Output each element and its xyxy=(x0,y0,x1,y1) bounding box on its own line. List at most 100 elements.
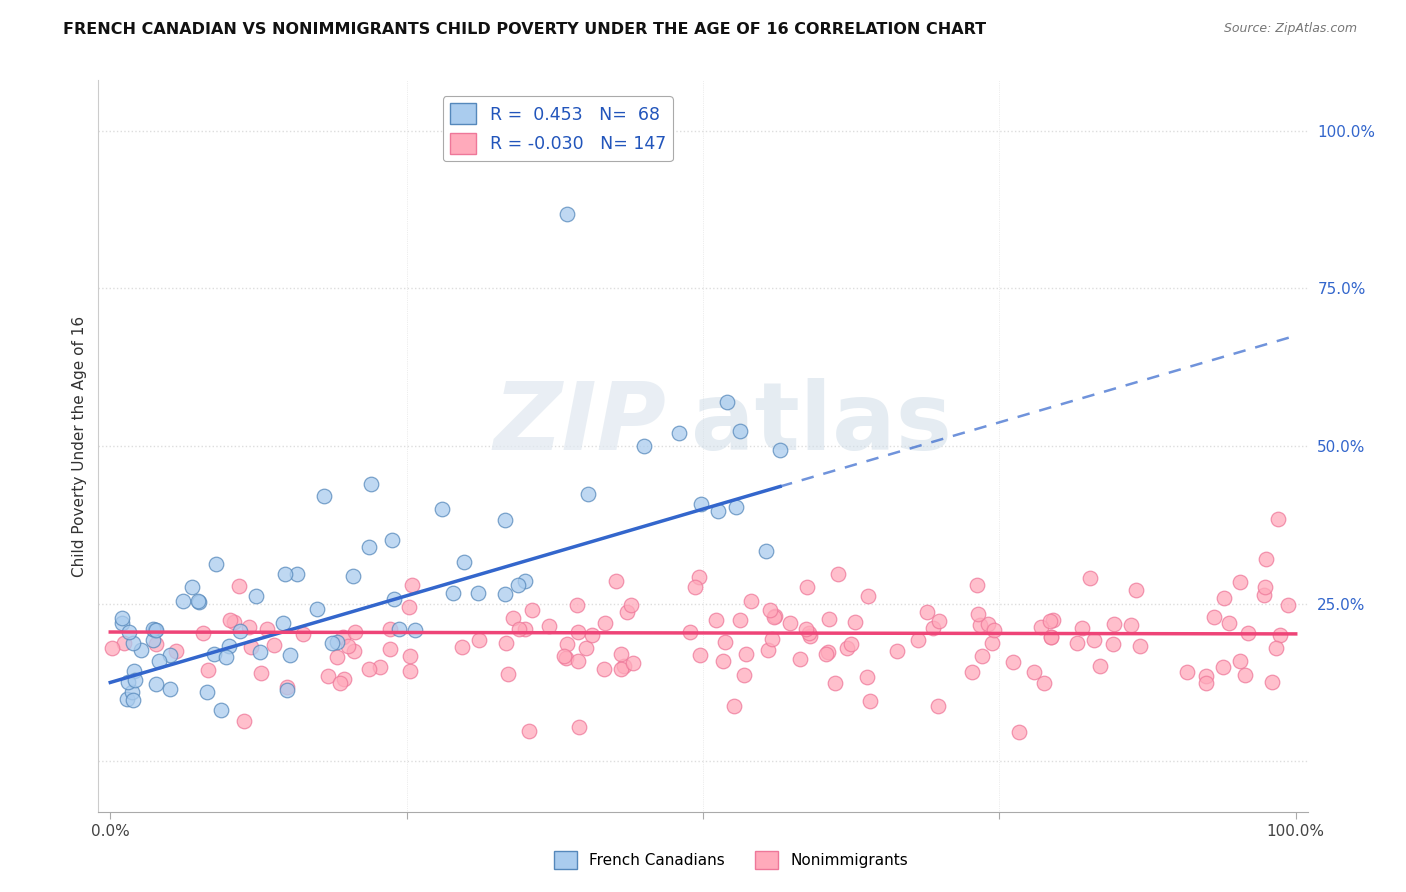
Point xyxy=(756,643,779,657)
Point xyxy=(494,513,516,527)
Point xyxy=(966,578,988,592)
Point xyxy=(761,632,783,646)
Point xyxy=(613,659,636,673)
Point xyxy=(716,395,738,409)
Point xyxy=(621,657,644,671)
Point xyxy=(1070,621,1092,635)
Point xyxy=(728,424,751,438)
Text: atlas: atlas xyxy=(690,378,952,470)
Point xyxy=(922,621,945,635)
Point xyxy=(145,623,167,637)
Point xyxy=(399,664,422,678)
Point xyxy=(1212,659,1234,673)
Point xyxy=(1001,655,1024,669)
Point xyxy=(326,634,349,648)
Point xyxy=(1233,668,1256,682)
Point xyxy=(280,648,302,662)
Point xyxy=(1194,675,1216,690)
Point xyxy=(779,616,801,631)
Point xyxy=(907,633,929,648)
Point xyxy=(495,636,517,650)
Point xyxy=(145,677,167,691)
Point xyxy=(263,639,285,653)
Point xyxy=(467,632,489,647)
Point xyxy=(759,603,782,617)
Point xyxy=(1267,511,1289,525)
Point xyxy=(633,439,655,453)
Point xyxy=(276,680,298,694)
Point xyxy=(616,605,638,619)
Point xyxy=(814,647,837,661)
Point xyxy=(1102,617,1125,632)
Point xyxy=(115,692,138,706)
Point xyxy=(332,630,354,644)
Point xyxy=(1202,610,1225,624)
Point xyxy=(312,490,335,504)
Point xyxy=(359,662,381,676)
Point xyxy=(1175,665,1198,679)
Point xyxy=(1066,635,1088,649)
Point xyxy=(122,693,145,707)
Point xyxy=(689,648,711,662)
Point xyxy=(763,608,786,623)
Point xyxy=(1008,724,1031,739)
Point xyxy=(112,636,135,650)
Point xyxy=(844,615,866,629)
Point xyxy=(595,615,617,630)
Point xyxy=(1032,676,1054,690)
Point xyxy=(1261,675,1284,690)
Point xyxy=(1236,626,1258,640)
Point xyxy=(360,476,382,491)
Point xyxy=(859,694,882,708)
Point xyxy=(817,645,839,659)
Point xyxy=(1088,659,1111,673)
Point xyxy=(1040,630,1063,644)
Point xyxy=(218,639,240,653)
Point xyxy=(292,626,315,640)
Point xyxy=(305,602,328,616)
Point xyxy=(796,580,818,594)
Point xyxy=(494,587,516,601)
Point xyxy=(567,720,589,734)
Point xyxy=(1229,654,1251,668)
Point xyxy=(668,426,690,441)
Point xyxy=(245,589,267,603)
Point xyxy=(620,599,643,613)
Point xyxy=(118,625,141,640)
Point xyxy=(508,622,530,636)
Point xyxy=(565,598,588,612)
Point xyxy=(451,640,474,654)
Point xyxy=(222,615,245,629)
Point xyxy=(960,665,983,680)
Point xyxy=(856,670,879,684)
Point xyxy=(187,594,209,608)
Point xyxy=(1039,630,1062,644)
Point xyxy=(453,555,475,569)
Point xyxy=(555,638,578,652)
Point xyxy=(229,624,252,638)
Point xyxy=(145,637,167,651)
Point xyxy=(166,643,188,657)
Point xyxy=(1264,641,1286,656)
Point xyxy=(343,644,366,658)
Text: Source: ZipAtlas.com: Source: ZipAtlas.com xyxy=(1223,22,1357,36)
Point xyxy=(159,681,181,696)
Point xyxy=(1125,582,1147,597)
Point xyxy=(1268,628,1291,642)
Point xyxy=(240,640,263,654)
Point xyxy=(285,567,308,582)
Point xyxy=(101,640,124,655)
Point xyxy=(380,642,402,657)
Point xyxy=(404,623,426,637)
Point xyxy=(388,622,411,636)
Point xyxy=(724,500,747,515)
Point xyxy=(972,649,994,664)
Point xyxy=(271,616,294,631)
Point xyxy=(205,557,228,571)
Point xyxy=(332,672,354,686)
Point xyxy=(142,633,165,648)
Point xyxy=(886,644,908,658)
Legend: R =  0.453   N=  68, R = -0.030   N= 147: R = 0.453 N= 68, R = -0.030 N= 147 xyxy=(443,96,673,161)
Point xyxy=(443,586,465,600)
Point xyxy=(734,648,756,662)
